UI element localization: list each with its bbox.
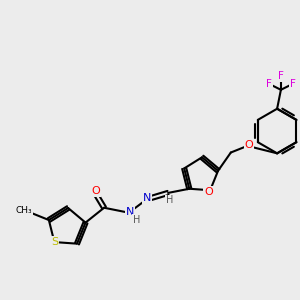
- Text: F: F: [266, 79, 272, 89]
- Text: N: N: [142, 193, 151, 203]
- Text: O: O: [244, 140, 253, 150]
- Text: H: H: [166, 195, 173, 206]
- Text: N: N: [126, 207, 134, 217]
- Text: F: F: [278, 71, 284, 81]
- Text: H: H: [133, 215, 140, 225]
- Text: CH₃: CH₃: [16, 206, 32, 214]
- Text: O: O: [91, 186, 100, 197]
- Text: O: O: [204, 187, 213, 197]
- Text: F: F: [290, 79, 296, 89]
- Text: S: S: [51, 237, 58, 247]
